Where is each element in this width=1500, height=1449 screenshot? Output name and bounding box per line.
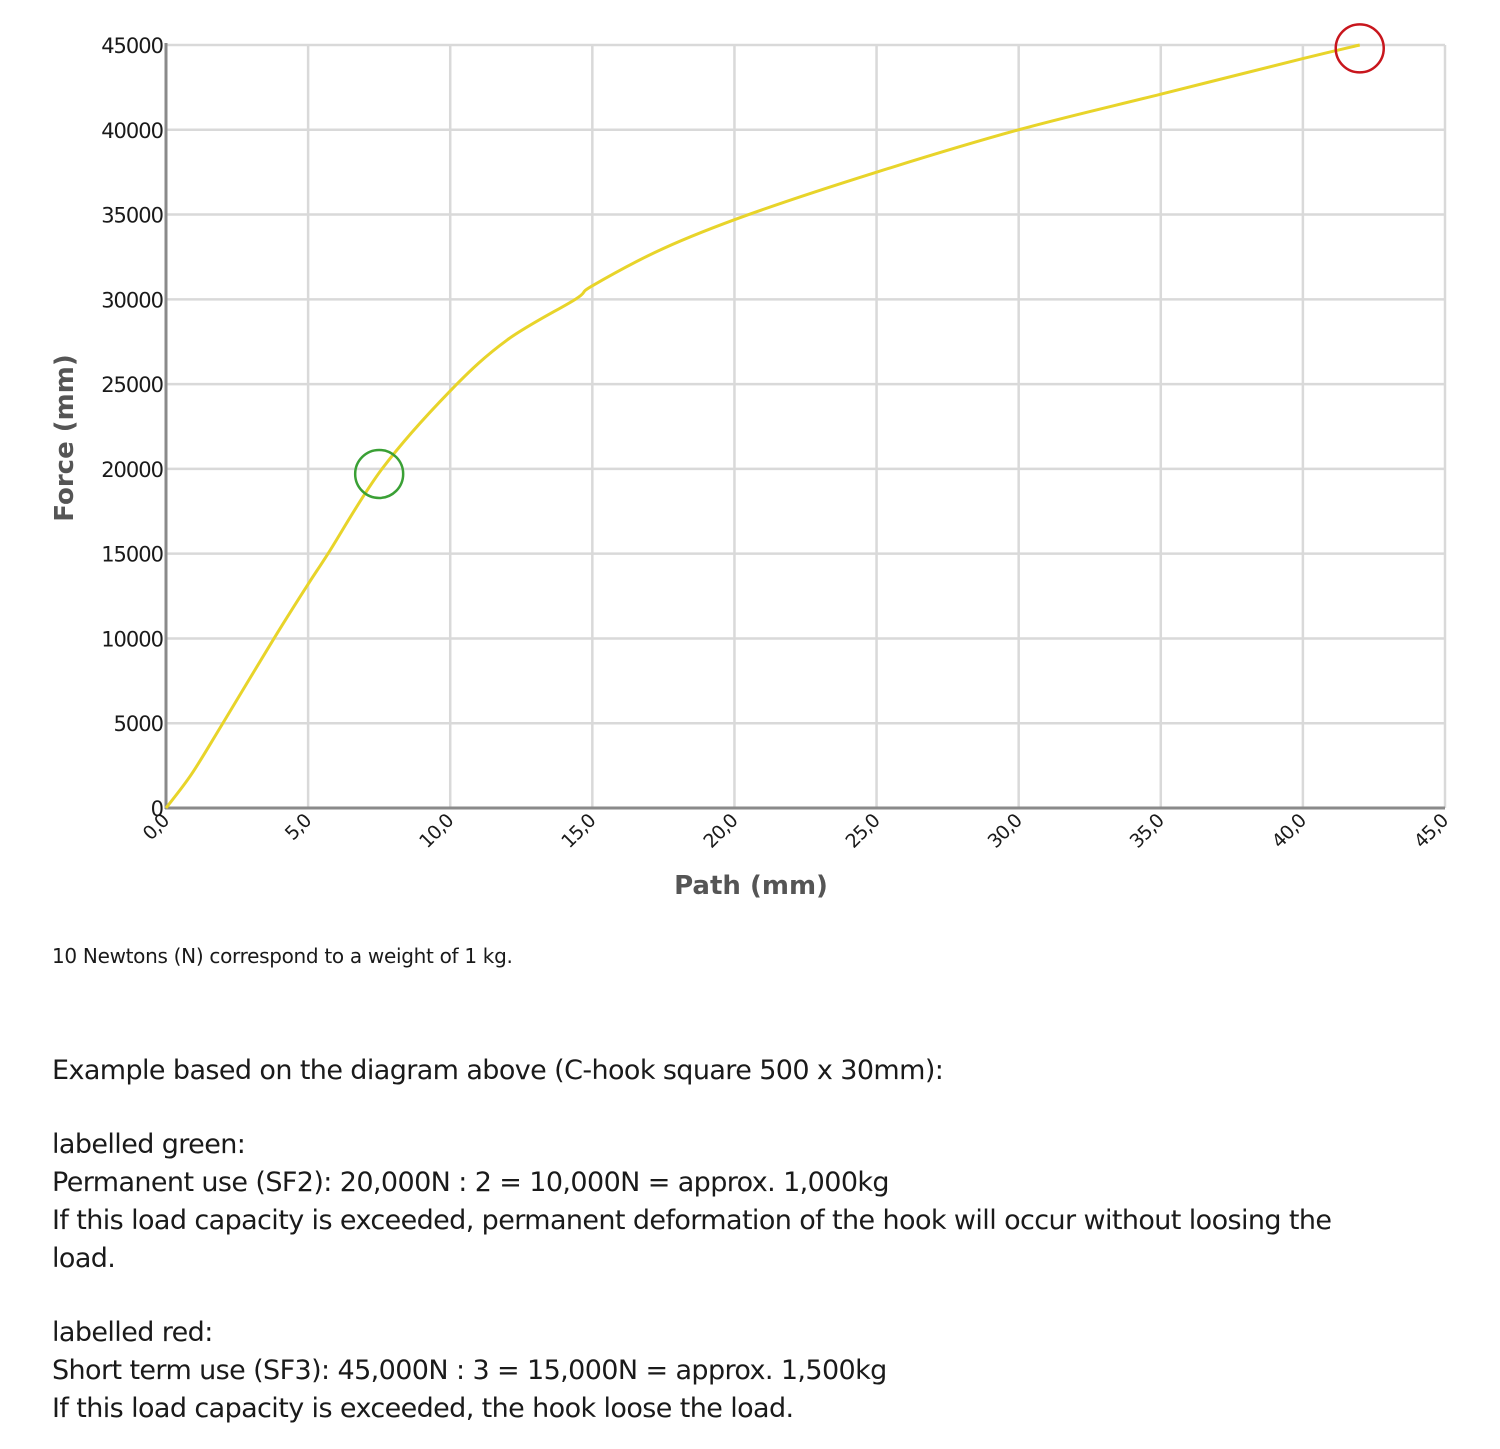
red-consequence: If this load capacity is exceeded, the h… xyxy=(52,1393,794,1424)
chart-grid xyxy=(164,43,1447,810)
green-consequence: If this load capacity is exceeded, perma… xyxy=(52,1205,1332,1274)
y-tick-label: 30000 xyxy=(101,288,163,312)
red-marker-circle xyxy=(1334,23,1385,74)
x-tick-label: 20,0 xyxy=(699,810,742,853)
y-tick-label: 15000 xyxy=(101,543,163,567)
green-formula: Permanent use (SF2): 20,000N : 2 = 10,00… xyxy=(52,1167,890,1198)
y-axis-ticks: 0 5000 10000 15000 20000 25000 30000 35000 40000… xyxy=(101,34,164,821)
red-label: labelled red: xyxy=(52,1317,213,1348)
green-label: labelled green: xyxy=(52,1129,246,1160)
y-tick-label: 0 xyxy=(151,797,163,821)
y-tick-label: 45000 xyxy=(101,34,163,58)
y-axis-title: Force (mm) xyxy=(50,354,80,521)
x-tick-label: 0,0 xyxy=(139,810,174,845)
x-tick-label: 45,0 xyxy=(1410,810,1453,853)
x-tick-label: 35,0 xyxy=(1126,810,1169,853)
x-tick-label: 10,0 xyxy=(415,810,458,853)
conversion-note: 10 Newtons (N) correspond to a weight of… xyxy=(52,944,513,968)
x-tick-label: 40,0 xyxy=(1268,810,1311,853)
force-curve xyxy=(164,43,1361,809)
x-axis-title: Path (mm) xyxy=(674,871,828,901)
x-tick-label: 15,0 xyxy=(557,810,600,853)
example-heading: Example based on the diagram above (C-ho… xyxy=(52,1055,944,1086)
y-tick-label: 35000 xyxy=(101,204,163,228)
chart-axes xyxy=(164,43,1445,810)
chart-annotations xyxy=(353,23,1385,500)
example-section: Example based on the diagram above (C-ho… xyxy=(52,1052,1372,1428)
x-tick-label: 25,0 xyxy=(841,810,884,853)
y-tick-label: 10000 xyxy=(101,627,163,651)
x-tick-label: 30,0 xyxy=(984,810,1027,853)
force-path-chart: 0 5000 10000 15000 20000 25000 30000 35000 40000… xyxy=(50,23,1453,901)
y-tick-label: 25000 xyxy=(101,373,163,397)
x-axis-ticks: 0,0 5,0 10,0 15,0 20,0 25,0 30,0 35,0 40,0 45,0 xyxy=(139,810,1453,853)
chart-series xyxy=(164,43,1361,809)
y-tick-label: 40000 xyxy=(101,119,163,143)
y-tick-label: 20000 xyxy=(101,458,163,482)
y-tick-label: 5000 xyxy=(114,712,163,736)
x-tick-label: 5,0 xyxy=(281,810,316,845)
red-formula: Short term use (SF3): 45,000N : 3 = 15,0… xyxy=(52,1355,887,1386)
green-marker-circle xyxy=(353,448,405,500)
